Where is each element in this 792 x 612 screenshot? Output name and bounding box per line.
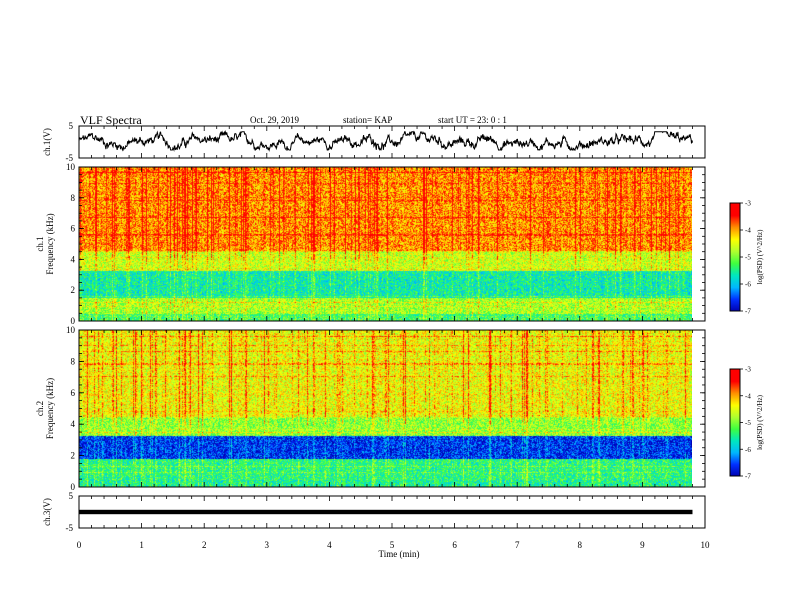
ch2-spectrogram-ytick: 6 xyxy=(71,388,76,398)
ch3-waveform-panel: 5 -5 ch.3(V) xyxy=(42,491,706,533)
figure-title: VLF Spectra xyxy=(80,113,142,127)
x-axis-label: Time (min) xyxy=(379,549,420,559)
ch2-spectrogram-ytick: 4 xyxy=(71,419,76,429)
ch1-spectrogram-panel: 0 2 4 6 8 10 ch.1Frequency (kHz) xyxy=(35,162,706,326)
ch1-spectrogram-colorbar-tick: -3 xyxy=(745,200,751,208)
ch1-spectrogram-ytick: 2 xyxy=(71,285,76,295)
ch1-spectrogram-ytick: 8 xyxy=(71,193,76,203)
ch1-colorbar: -3 -4 -5 -6 -7 log(PSD) (V^2/Hz) xyxy=(729,200,764,316)
ch2-spectrogram-panel: 0 2 4 6 8 10 ch.2Frequency (kHz) xyxy=(35,325,706,492)
x-tick-label: 10 xyxy=(701,540,711,550)
x-tick-label: 4 xyxy=(327,540,332,550)
ch2-spectrogram-image xyxy=(79,330,692,487)
ch1-spectrogram-colorbar-label: log(PSD) (V^2/Hz) xyxy=(756,229,764,284)
ch1-waveform-panel: 5 -5 ch.1(V) xyxy=(42,121,706,163)
ch2-colorbar: -3 -4 -5 -6 -7 log(PSD) (V^2/Hz) xyxy=(729,366,764,481)
ch1-spectrogram-ytick: 4 xyxy=(71,254,76,264)
ch1-waveform-ylabel: ch.1(V) xyxy=(42,128,52,156)
x-tick-label: 2 xyxy=(202,540,207,550)
ch1-spectrogram-ylabel: ch.1Frequency (kHz) xyxy=(35,213,55,274)
x-tick-label: 8 xyxy=(578,540,583,550)
x-tick-label: 3 xyxy=(265,540,270,550)
ch2-colorbar-gradient xyxy=(730,369,740,476)
time-axis: 0 1 2 3 4 5 6 7 8 9 10 xyxy=(77,540,710,550)
start-time-label: start UT = 23: 0 : 1 xyxy=(438,115,507,125)
ch1-waveform-trace xyxy=(78,129,693,152)
x-tick-label: 5 xyxy=(390,540,395,550)
ch1-spectrogram-ytick: 0 xyxy=(71,316,76,326)
ch1-spectrogram-colorbar-tick: -7 xyxy=(745,308,751,316)
ch1-spectrogram-ytick: 6 xyxy=(71,224,76,234)
ch2-spectrogram-ylabel: ch.2Frequency (kHz) xyxy=(35,378,55,439)
ch2-spectrogram-colorbar-tick: -3 xyxy=(745,366,751,374)
ch3-waveform-ytick-top: 5 xyxy=(69,491,74,501)
x-tick-label: 0 xyxy=(77,540,82,550)
ch1-spectrogram-image xyxy=(79,167,692,321)
ch2-spectrogram-colorbar-tick: -7 xyxy=(745,473,751,481)
ch1-colorbar-gradient xyxy=(730,203,740,311)
ch1-spectrogram-colorbar-tick: -5 xyxy=(745,254,751,262)
ch2-spectrogram-colorbar-tick: -6 xyxy=(745,446,751,454)
ch1-waveform-ytick-top: 5 xyxy=(69,121,74,131)
x-tick-label: 7 xyxy=(515,540,520,550)
ch2-spectrogram-ytick: 10 xyxy=(66,325,76,335)
ch1-spectrogram-colorbar-tick: -4 xyxy=(745,227,751,235)
ch2-spectrogram-colorbar-tick: -4 xyxy=(745,392,751,400)
ch3-waveform-trace xyxy=(79,509,693,515)
ch2-spectrogram-colorbar-tick: -5 xyxy=(745,419,751,427)
ch2-spectrogram-ytick: 0 xyxy=(71,482,76,492)
ch1-waveform-ytick-bottom: -5 xyxy=(66,153,74,163)
ch3-waveform-ylabel: ch.3(V) xyxy=(42,498,52,526)
ch3-waveform-ytick-bottom: -5 xyxy=(66,523,74,533)
ch2-spectrogram-ytick: 2 xyxy=(71,451,76,461)
ch1-spectrogram-ytick: 10 xyxy=(66,162,76,172)
x-tick-label: 6 xyxy=(452,540,457,550)
ch2-spectrogram-ytick: 8 xyxy=(71,356,76,366)
ch1-spectrogram-colorbar-tick: -6 xyxy=(745,281,751,289)
station-label: station= KAP xyxy=(343,115,392,125)
ch2-spectrogram-colorbar-label: log(PSD) (V^2/Hz) xyxy=(756,394,764,449)
x-tick-label: 1 xyxy=(139,540,144,550)
x-tick-label: 9 xyxy=(640,540,645,550)
date-label: Oct. 29, 2019 xyxy=(250,115,299,125)
